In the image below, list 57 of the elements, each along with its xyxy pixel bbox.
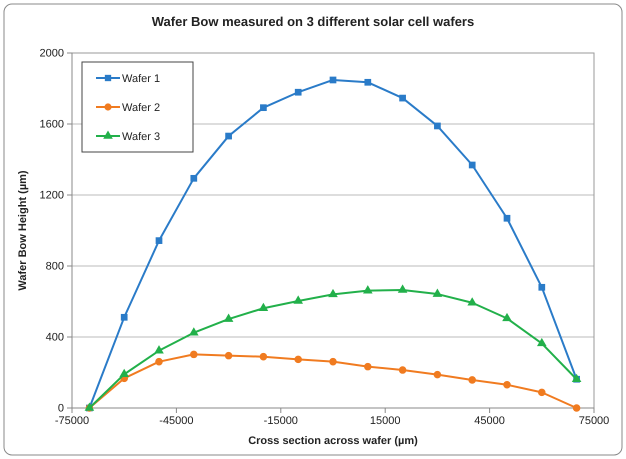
point [572, 404, 580, 412]
y-axis-title: Wafer Bow Height (µm) [17, 170, 29, 291]
point [398, 366, 406, 374]
y-tick-label: 0 [58, 402, 64, 415]
x-axis-title: Cross section across wafer (µm) [248, 435, 418, 447]
x-tick-label: -75000 [54, 414, 90, 427]
point [294, 88, 302, 96]
y-tick-label: 1200 [40, 190, 64, 202]
point [434, 122, 441, 130]
point [538, 284, 546, 291]
x-tick-label: -15000 [264, 414, 298, 427]
point [467, 297, 478, 306]
point [538, 388, 546, 396]
legend-label: Wafer 3 [122, 131, 160, 143]
point [260, 352, 268, 360]
y-tick-label: 1600 [40, 118, 64, 131]
point [330, 76, 336, 84]
point [119, 368, 130, 378]
point [536, 338, 547, 346]
point [364, 78, 372, 86]
chart-title: Wafer Bow measured on 3 different solar cell wafers [152, 14, 474, 29]
point [258, 302, 268, 312]
point [155, 358, 163, 366]
legend-label: Wafer 2 [122, 102, 160, 114]
point [502, 312, 512, 322]
point [504, 214, 510, 222]
point [503, 380, 511, 389]
point [364, 362, 372, 370]
point [328, 288, 338, 298]
y-tick-label: 2000 [40, 48, 64, 60]
x-tick-label: 15000 [370, 414, 400, 427]
point [260, 104, 267, 112]
point [293, 295, 304, 304]
point [156, 237, 162, 244]
point [294, 356, 302, 364]
x-tick-label: 75000 [578, 414, 610, 427]
x-tick-label: 45000 [474, 414, 505, 427]
y-tick-label: 400 [46, 332, 64, 344]
point [190, 174, 198, 182]
point [224, 352, 232, 360]
x-tick-label: -45000 [159, 414, 194, 427]
point [120, 314, 128, 321]
point [362, 285, 373, 294]
point [434, 370, 442, 378]
point [188, 327, 199, 336]
point [329, 358, 337, 366]
point [399, 94, 406, 102]
point [468, 376, 476, 384]
point [190, 350, 198, 358]
legend-label: Wafer 1 [122, 73, 160, 85]
point [432, 288, 442, 297]
point [468, 162, 476, 168]
point [154, 345, 164, 354]
y-tick-label: 800 [46, 260, 64, 273]
point [225, 132, 232, 140]
point [398, 284, 408, 293]
point [224, 314, 234, 322]
